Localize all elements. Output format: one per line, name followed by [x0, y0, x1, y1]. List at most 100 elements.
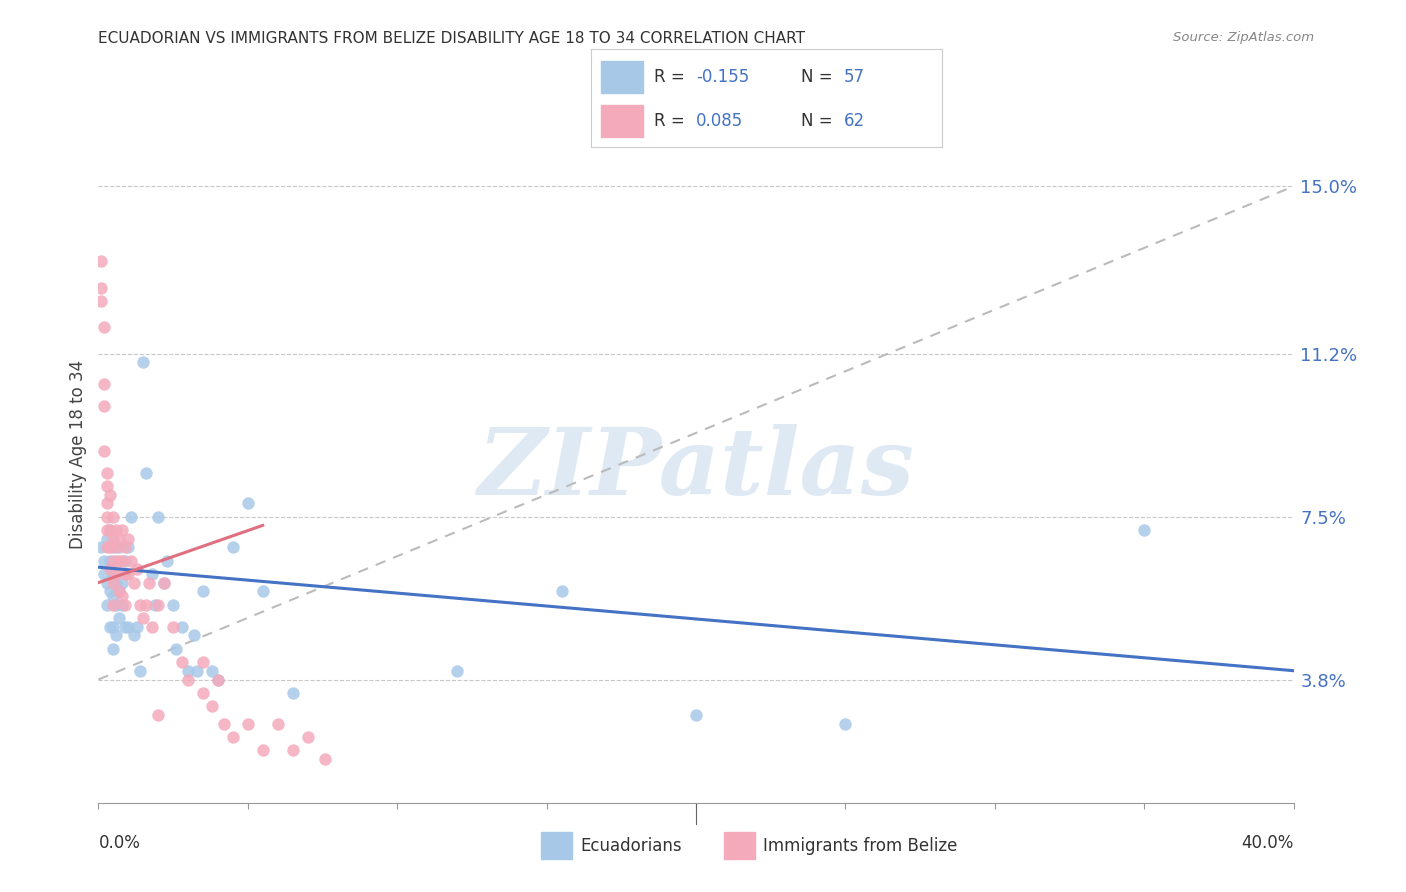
Point	[103, 553, 125, 567]
Point	[120, 553, 142, 567]
FancyBboxPatch shape	[602, 105, 644, 137]
Point	[100, 523, 122, 537]
Point	[156, 553, 179, 567]
Point	[100, 584, 122, 599]
Point	[201, 664, 224, 678]
Point	[96, 598, 118, 612]
Point	[93, 566, 115, 581]
Point	[100, 562, 122, 576]
Point	[103, 589, 125, 603]
Point	[138, 575, 160, 590]
Point	[100, 541, 122, 555]
Text: 0.085: 0.085	[696, 112, 744, 129]
Point	[191, 584, 214, 599]
Point	[93, 443, 115, 458]
Point	[222, 541, 245, 555]
Bar	[724, 832, 755, 859]
Point	[191, 686, 214, 700]
Point	[103, 566, 125, 581]
Point	[120, 509, 142, 524]
Point	[96, 541, 118, 555]
Point	[127, 620, 149, 634]
Point	[100, 523, 122, 537]
Point	[132, 355, 155, 369]
Point	[236, 496, 259, 510]
Point	[96, 509, 118, 524]
Point	[117, 566, 139, 581]
Point	[141, 620, 163, 634]
Point	[103, 620, 125, 634]
Point	[212, 716, 235, 731]
Point	[183, 628, 205, 642]
Point	[103, 541, 125, 555]
Point	[96, 466, 118, 480]
Point	[100, 620, 122, 634]
Point	[111, 553, 134, 567]
Point	[297, 730, 319, 744]
Point	[281, 686, 304, 700]
Point	[222, 730, 245, 744]
Point	[90, 280, 112, 294]
Text: 40.0%: 40.0%	[1241, 834, 1294, 852]
Point	[207, 673, 229, 687]
Point	[129, 664, 152, 678]
Point	[117, 620, 139, 634]
Point	[148, 707, 170, 722]
Point	[90, 254, 112, 268]
Point	[103, 532, 125, 546]
FancyBboxPatch shape	[602, 61, 644, 94]
Point	[103, 509, 125, 524]
Point	[103, 575, 125, 590]
Point	[127, 562, 149, 576]
Text: R =: R =	[654, 68, 690, 86]
Point	[96, 523, 118, 537]
Point	[111, 575, 134, 590]
Point	[685, 707, 707, 722]
Point	[105, 575, 128, 590]
Point	[90, 541, 112, 555]
Point	[162, 598, 184, 612]
Point	[132, 611, 155, 625]
Y-axis label: Disability Age 18 to 34: Disability Age 18 to 34	[69, 360, 87, 549]
Text: Immigrants from Belize: Immigrants from Belize	[763, 837, 957, 855]
Point	[281, 743, 304, 757]
Point	[111, 523, 134, 537]
Point	[186, 664, 208, 678]
Point	[207, 673, 229, 687]
Point	[124, 575, 146, 590]
Point	[96, 479, 118, 493]
Point	[105, 598, 128, 612]
Text: N =: N =	[801, 68, 838, 86]
Point	[105, 541, 128, 555]
Point	[93, 553, 115, 567]
Point	[111, 589, 134, 603]
Point	[96, 532, 118, 546]
Point	[108, 584, 131, 599]
Point	[135, 598, 157, 612]
Point	[236, 716, 259, 731]
Point	[117, 541, 139, 555]
Point	[162, 620, 184, 634]
Point	[100, 487, 122, 501]
Point	[267, 716, 290, 731]
Point	[93, 400, 115, 414]
Point	[93, 377, 115, 392]
Point	[114, 620, 136, 634]
Point	[172, 620, 194, 634]
Point	[834, 716, 856, 731]
Point	[252, 584, 274, 599]
Text: ZIPatlas: ZIPatlas	[478, 424, 914, 514]
Point	[114, 566, 136, 581]
Point	[252, 743, 274, 757]
Point	[108, 553, 131, 567]
Point	[135, 466, 157, 480]
Point	[100, 553, 122, 567]
Point	[105, 566, 128, 581]
Bar	[541, 832, 572, 859]
Point	[108, 532, 131, 546]
Point	[90, 293, 112, 308]
Point	[103, 641, 125, 656]
Text: Ecuadorians: Ecuadorians	[581, 837, 682, 855]
Point	[129, 598, 152, 612]
Point	[108, 541, 131, 555]
